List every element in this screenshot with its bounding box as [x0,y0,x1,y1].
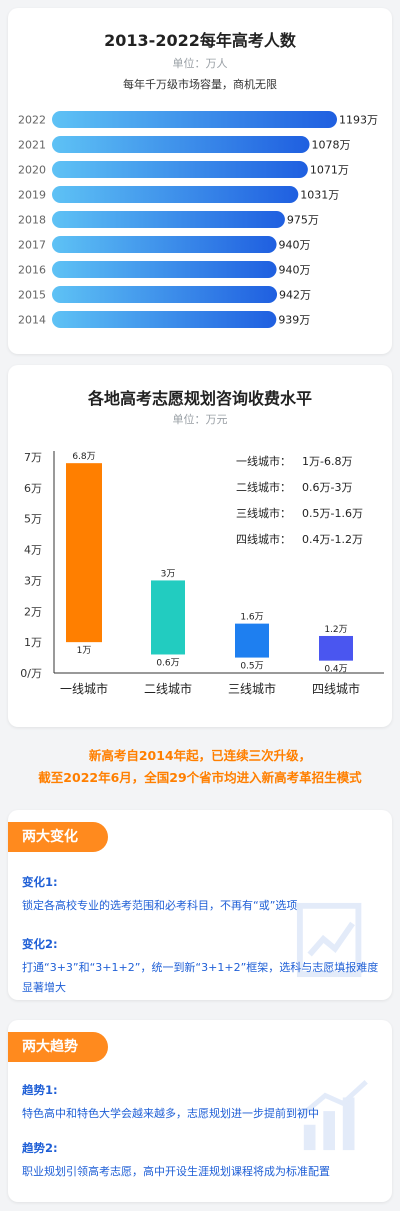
y-tick-label: 6万 [24,482,42,495]
fee-level-card: 各地高考志愿规划咨询收费水平 单位：万元 0/万 1万 2万 3万 4万 5万 6万 7万 6.… [8,365,392,727]
city-tier-label: 一线城市 [60,681,108,696]
fee-low-label: 1万 [77,646,92,656]
changes-card: 两大变化 变化1: 锁定各高校专业的选考范围和必考科目，不再有“或”选项 变化2… [8,810,392,1000]
y-tick-label: 3万 [24,574,42,587]
trend-1-title: 趋势1: [22,1083,58,1097]
year-label: 2014 [18,314,46,327]
exam-takers-note: 每年千万级市场容量，商机无限 [123,78,277,91]
exam-takers-bar [52,286,278,303]
trends-tag: 两大趋势 [8,1032,108,1062]
legend-range: 0.6万-3万 [302,481,352,494]
exam-takers-value: 975万 [287,214,319,227]
fee-range-bar [151,580,185,655]
trend-2-text: 职业规划引领高考志愿，高中开设生涯规划课程将成为标准配置 [22,1165,330,1178]
exam-takers-bar [52,111,337,128]
fee-range-bar [319,635,353,661]
exam-takers-bar [52,311,277,328]
fee-level-unit: 单位：万元 [172,413,228,426]
y-tick-label: 1万 [24,636,42,649]
fee-high-label: 6.8万 [72,452,95,462]
year-label: 2021 [18,139,46,152]
city-tier-label: 二线城市 [144,681,192,696]
exam-takers-title: 2013-2022每年高考人数 [104,31,296,50]
exam-takers-value: 1078万 [312,139,351,152]
exam-takers-value: 940万 [279,239,311,252]
exam-takers-value: 1193万 [339,114,378,127]
exam-takers-value: 1031万 [300,189,339,202]
fee-low-label: 0.6万 [156,658,179,668]
fee-high-label: 1.6万 [240,613,263,623]
exam-takers-chart: 2022 1193万 2021 1078万 2020 1071万 2019 1031万 2018… [18,111,378,328]
chart-watermark-icon [296,902,362,978]
change-2-text: 打通“3+3”和“3+1+2”，统一到新“3+1+2”框架，选科与志愿填报难度显… [22,961,379,994]
fee-low-label: 0.4万 [324,665,347,675]
y-tick-label: 0/万 [20,667,42,680]
change-1-title: 变化1: [22,875,58,889]
growth-watermark-icon [300,1080,368,1151]
legend-range: 0.4万-1.2万 [302,533,363,546]
exam-takers-unit: 单位：万人 [172,57,228,70]
exam-takers-bar [52,236,277,253]
year-label: 2022 [18,114,46,127]
exam-takers-bar [52,186,299,203]
exam-takers-value: 1071万 [310,164,349,177]
legend-city: 四线城市： [236,532,291,546]
fee-high-label: 1.2万 [324,625,347,635]
change-2-title: 变化2: [22,937,58,951]
y-tick-label: 4万 [24,544,42,557]
exam-takers-value: 940万 [279,264,311,277]
exam-takers-bar [52,211,285,228]
trends-card: 两大趋势 趋势1: 特色高中和特色大学会越来越多，志愿规划进一步提前到初中 趋势… [8,1020,392,1202]
year-label: 2015 [18,289,46,302]
change-1-text: 锁定各高校专业的选考范围和必考科目，不再有“或”选项 [22,899,298,912]
year-label: 2018 [18,214,46,227]
exam-takers-value: 939万 [278,314,310,327]
fee-low-label: 0.5万 [240,662,263,672]
fee-range-bar [235,623,269,658]
exam-takers-bar [52,161,308,178]
year-label: 2019 [18,189,46,202]
y-tick-label: 5万 [24,513,42,526]
exam-takers-card: 2013-2022每年高考人数 单位：万人 每年千万级市场容量，商机无限 202… [8,8,392,354]
legend-range: 0.5万-1.6万 [302,507,363,520]
legend-city: 三线城市： [236,506,291,520]
fee-level-title: 各地高考志愿规划咨询收费水平 [87,389,312,408]
exam-takers-value: 942万 [279,289,311,302]
legend-city: 一线城市： [236,454,291,468]
legend-range: 1万-6.8万 [302,455,352,468]
y-tick-label: 2万 [24,605,42,618]
year-label: 2020 [18,164,46,177]
city-tier-label: 三线城市 [228,681,276,696]
changes-tag: 两大变化 [8,822,108,852]
y-tick-label: 7万 [24,451,42,464]
year-label: 2016 [18,264,46,277]
fee-high-label: 3万 [161,569,176,579]
trend-1-text: 特色高中和特色大学会越来越多，志愿规划进一步提前到初中 [22,1107,319,1120]
reform-headline: 新高考自2014年起，已连续三次升级， 截至2022年6月，全国29个省市均进入… [0,745,400,789]
legend-city: 二线城市： [236,480,291,494]
fee-range-bar [66,463,102,643]
trend-2-title: 趋势2: [22,1141,58,1155]
reform-headline-line2: 截至2022年6月，全国29个省市均进入新高考革招生模式 [38,770,362,785]
year-label: 2017 [18,239,46,252]
city-tier-label: 四线城市 [312,681,360,696]
exam-takers-bar [52,136,310,153]
reform-headline-line1: 新高考自2014年起，已连续三次升级， [88,748,312,763]
exam-takers-bar [52,261,277,278]
